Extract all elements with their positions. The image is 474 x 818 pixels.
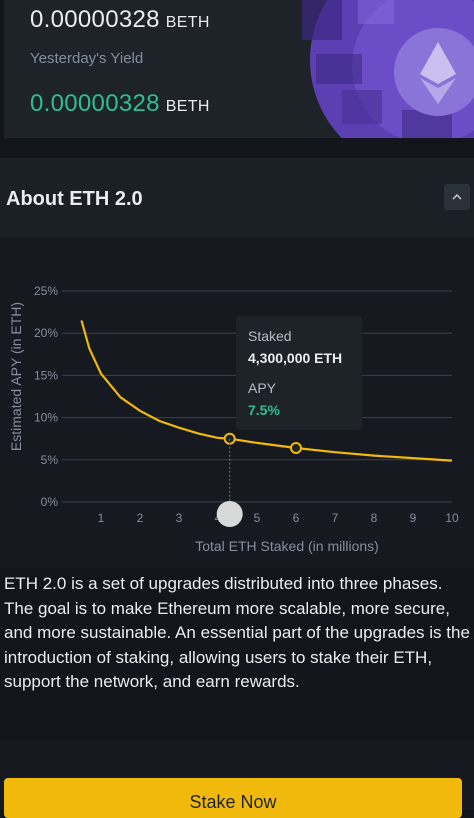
x-tick-label: 3 [176, 511, 183, 525]
x-tick-label: 2 [137, 511, 144, 525]
tooltip-apy-label: APY [248, 380, 277, 396]
x-tick-label: 1 [98, 511, 105, 525]
y-tick-label: 10% [34, 411, 58, 425]
apy-series-line [80, 320, 453, 462]
earnings-card: 0.00000328 BETH Yesterday's Yield 0.00000… [4, 0, 474, 138]
tooltip-staked-value: 4,300,000 ETH [248, 350, 343, 366]
yesterday-yield-unit: BETH [165, 98, 210, 115]
x-tick-label: 9 [410, 511, 417, 525]
yesterday-yield-label: Yesterday's Yield [30, 50, 144, 67]
tooltip-apy-value: 7.5% [248, 402, 280, 418]
x-tick-label: 5 [254, 511, 261, 525]
x-tick-label: 7 [332, 511, 339, 525]
tooltip-staked-label: Staked [248, 328, 292, 344]
y-tick-label: 15% [34, 368, 58, 382]
eth-coin-illustration [302, 0, 474, 138]
about-description: ETH 2.0 is a set of upgrades distributed… [4, 574, 470, 691]
collapse-button[interactable] [444, 184, 470, 210]
x-tick-label: 8 [371, 511, 378, 525]
y-tick-label: 0% [41, 495, 59, 509]
stake-now-label: Stake Now [189, 792, 277, 812]
yesterday-yield-value: 0.00000328 [30, 90, 160, 117]
total-amount-value: 0.00000328 [30, 6, 160, 33]
x-axis-label: Total ETH Staked (in millions) [195, 538, 379, 554]
y-tick-label: 5% [41, 453, 59, 467]
x-tick-label: 10 [445, 511, 459, 525]
y-tick-label: 20% [34, 326, 58, 340]
y-axis-label: Estimated APY (in ETH) [8, 302, 24, 451]
total-amount: 0.00000328 BETH [30, 6, 210, 34]
y-tick-label: 25% [34, 284, 58, 298]
yesterday-yield-amount: 0.00000328 BETH [30, 90, 210, 118]
chevron-up-icon [452, 193, 462, 200]
data-point-marker[interactable] [290, 441, 302, 454]
x-tick-label: 6 [293, 511, 300, 525]
total-amount-unit: BETH [165, 14, 210, 31]
chart-tooltip: Staked 4,300,000 ETH APY 7.5% [236, 316, 362, 430]
about-header: About ETH 2.0 [0, 158, 474, 238]
stake-now-button[interactable]: Stake Now [4, 778, 462, 818]
apy-chart: 0%5%10%15%20%25%12345678910Total ETH Sta… [8, 284, 459, 554]
chart-drag-handle[interactable] [216, 501, 243, 527]
section-title: About ETH 2.0 [6, 188, 143, 210]
